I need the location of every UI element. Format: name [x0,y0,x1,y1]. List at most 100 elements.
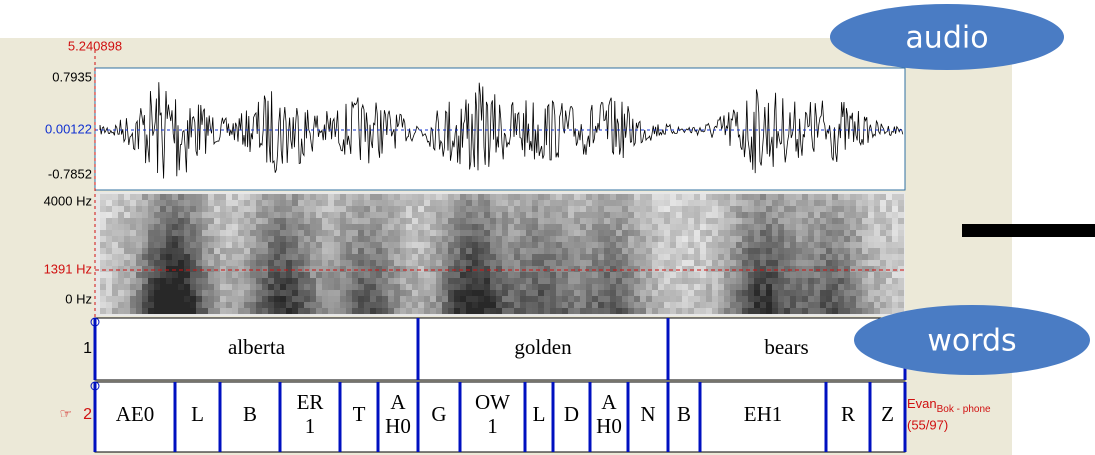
spectrogram-cell [394,260,400,266]
spectrogram-cell [472,200,478,206]
spectrogram-cell [184,278,190,284]
spectrogram-cell [508,194,514,200]
spectrogram-cell [460,194,466,200]
spectrogram-cell [328,302,334,308]
spectrogram-cell [214,284,220,290]
spectrogram-cell [742,230,748,236]
spectrogram-cell [388,254,394,260]
spectrogram-cell [844,200,850,206]
spectrogram-cell [520,242,526,248]
spectrogram-cell [304,242,310,248]
spectrogram-cell [382,194,388,200]
spectrogram-cell [184,218,190,224]
spectrogram-cell [316,200,322,206]
spectrogram-cell [724,290,730,296]
spectrogram-cell [286,266,292,272]
spectrogram-cell [142,242,148,248]
spectrogram-cell [850,290,856,296]
spectrogram-cell [490,206,496,212]
spectrogram-cell [220,230,226,236]
spectrogram-cell [256,302,262,308]
spectrogram-cell [718,200,724,206]
spectrogram-cell [880,236,886,242]
spectrogram-cell [142,290,148,296]
spectrogram-cell [286,200,292,206]
spectrogram-cell [784,260,790,266]
spectrogram-cell [640,272,646,278]
spectrogram-cell [202,248,208,254]
spectrogram-cell [250,272,256,278]
spectrogram-cell [328,272,334,278]
spectrogram-cell [394,266,400,272]
spectrogram-cell [652,254,658,260]
spectrogram-cell [472,278,478,284]
spectrogram-cell [718,236,724,242]
spectrogram-cell [448,278,454,284]
spectrogram-cell [664,248,670,254]
spectrogram-cell [346,284,352,290]
spectrogram-cell [202,236,208,242]
spectrogram-cell [526,308,532,314]
spectrogram-cell [784,224,790,230]
spectrogram-cell [454,230,460,236]
spectrogram-cell [304,218,310,224]
spectrogram-cell [592,200,598,206]
spectrogram-cell [112,194,118,200]
spectrogram-cell [466,266,472,272]
spectrogram-cell [856,302,862,308]
spectrogram-cell [646,254,652,260]
spectrogram-cell [298,302,304,308]
spectrogram-cell [886,230,892,236]
spectrogram-cell [832,290,838,296]
spectrogram-cell [256,224,262,230]
spectrogram-cell [760,308,766,314]
spectrogram-cell [448,308,454,314]
spectrogram-cell [118,224,124,230]
spectrogram-cell [646,230,652,236]
spectrogram-cell [652,224,658,230]
spectrogram-cell [124,308,130,314]
spectrogram-cell [802,308,808,314]
spectrogram-cell [832,266,838,272]
spectrogram-cell [244,212,250,218]
spectrogram-cell [658,248,664,254]
spectrogram-cell [724,296,730,302]
spectrogram-cell [472,308,478,314]
spectrogram-cell [550,254,556,260]
spectrogram-cell [262,266,268,272]
spectrogram-cell [760,290,766,296]
spectrogram-cell [334,254,340,260]
spectrogram-cell [280,278,286,284]
spectrogram-cell [190,206,196,212]
spectrogram-cell [778,278,784,284]
spectrogram-cell [166,278,172,284]
spectrogram-cell [508,248,514,254]
spectrogram-cell [604,212,610,218]
spectrogram-cell [766,284,772,290]
spectrogram-cell [298,194,304,200]
spectrogram-cell [196,230,202,236]
spectrogram-cell [880,248,886,254]
spectrogram-cell [106,236,112,242]
spectrogram-cell [520,248,526,254]
spectrogram-cell [874,254,880,260]
spectrogram-cell [796,272,802,278]
spectrogram-cell [226,200,232,206]
spectrogram-cell [532,194,538,200]
spectrogram-cell [358,278,364,284]
spectrogram-cell [412,206,418,212]
spectrogram-cell [622,224,628,230]
phone-label: H0 [385,414,411,438]
spectrogram-cell [778,212,784,218]
spectrogram-cell [130,272,136,278]
spectrogram-cell [682,254,688,260]
spectrogram-cell [112,284,118,290]
spectrogram-cell [436,218,442,224]
spectrogram-cell [790,272,796,278]
spectrogram-cell [634,272,640,278]
spectrogram-cell [736,308,742,314]
spectrogram-cell [604,290,610,296]
spectrogram-cell [424,278,430,284]
spectrogram-cell [454,212,460,218]
spectrogram-cell [430,206,436,212]
